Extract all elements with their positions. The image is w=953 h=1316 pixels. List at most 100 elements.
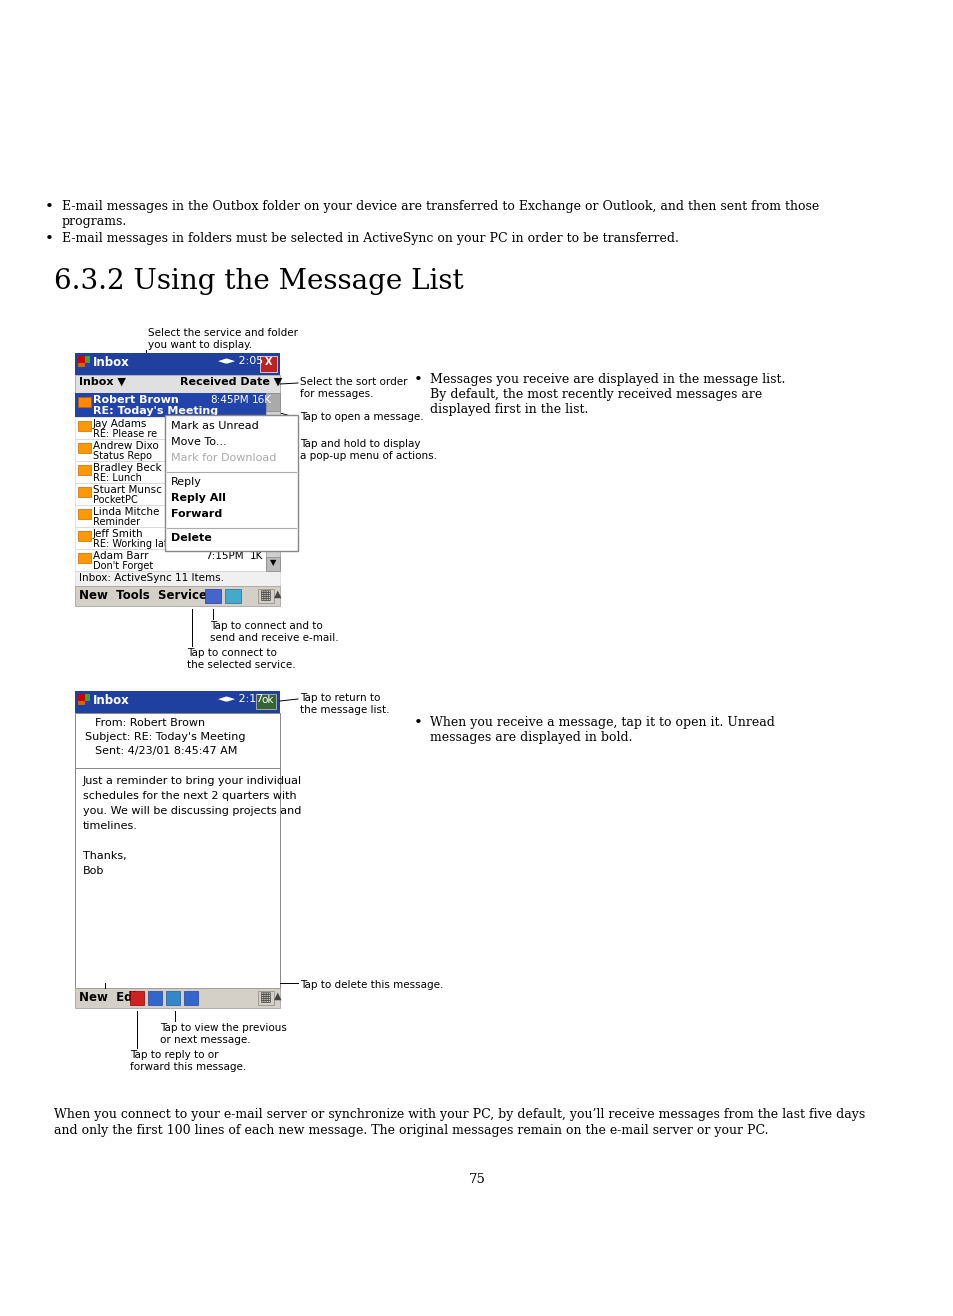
Text: Adam Barr: Adam Barr xyxy=(92,551,149,561)
Bar xyxy=(130,991,144,1005)
Bar xyxy=(78,443,91,453)
Text: you want to display.: you want to display. xyxy=(148,340,252,350)
Bar xyxy=(78,487,91,497)
Bar xyxy=(78,465,91,475)
Text: Tap and hold to display: Tap and hold to display xyxy=(299,440,420,449)
Text: From: Robert Brown: From: Robert Brown xyxy=(95,719,205,728)
Text: programs.: programs. xyxy=(62,215,127,228)
Text: Bob: Bob xyxy=(83,866,104,876)
Text: and only the first 100 lines of each new message. The original messages remain o: and only the first 100 lines of each new… xyxy=(54,1124,768,1137)
Bar xyxy=(78,397,91,407)
Text: you. We will be discussing projects and: you. We will be discussing projects and xyxy=(83,805,301,816)
Text: Tap to connect and to: Tap to connect and to xyxy=(210,621,322,630)
Text: PocketPC: PocketPC xyxy=(92,495,137,505)
Bar xyxy=(266,393,280,571)
Text: displayed first in the list.: displayed first in the list. xyxy=(430,403,588,416)
Bar xyxy=(257,991,274,1005)
Bar xyxy=(75,586,280,605)
Text: •: • xyxy=(414,372,422,387)
Text: Andrew Dixo: Andrew Dixo xyxy=(92,441,158,451)
Text: When you connect to your e-mail server or synchronize with your PC, by default, : When you connect to your e-mail server o… xyxy=(54,1108,864,1121)
Bar xyxy=(75,461,266,483)
Bar xyxy=(75,571,280,586)
Text: Stuart Munsc: Stuart Munsc xyxy=(92,486,162,495)
Text: 4:45PM: 4:45PM xyxy=(205,529,243,540)
Text: 1K: 1K xyxy=(250,551,263,561)
Text: Inbox: ActiveSync 11 Items.: Inbox: ActiveSync 11 Items. xyxy=(79,572,224,583)
Bar xyxy=(75,769,280,988)
Bar xyxy=(266,393,280,411)
Bar xyxy=(75,505,266,526)
Text: Don't Forget: Don't Forget xyxy=(92,561,153,571)
Text: the selected service.: the selected service. xyxy=(187,661,295,670)
Text: E-mail messages in the Outbox folder on your device are transferred to Exchange : E-mail messages in the Outbox folder on … xyxy=(62,200,819,213)
Text: Subject: RE: Today's Meeting: Subject: RE: Today's Meeting xyxy=(85,732,245,742)
Text: ok: ok xyxy=(261,695,274,705)
Bar xyxy=(260,357,276,372)
Text: Move To...: Move To... xyxy=(171,437,227,447)
Text: Reply: Reply xyxy=(171,476,202,487)
Bar xyxy=(85,357,90,363)
Text: Jeff Smith: Jeff Smith xyxy=(92,529,144,540)
Text: Forward: Forward xyxy=(171,509,222,519)
Bar xyxy=(75,713,280,769)
Text: ▦: ▦ xyxy=(260,991,272,1004)
Text: New  Edit: New Edit xyxy=(79,991,142,1004)
Bar xyxy=(75,353,280,375)
Text: for messages.: for messages. xyxy=(299,390,374,399)
Bar xyxy=(78,421,91,432)
Bar xyxy=(78,357,85,363)
Text: 16K: 16K xyxy=(252,395,272,405)
Text: •: • xyxy=(45,200,53,215)
Text: RE: Lunch: RE: Lunch xyxy=(92,472,142,483)
Bar xyxy=(257,590,274,603)
Text: Select the service and folder: Select the service and folder xyxy=(148,328,297,338)
Bar xyxy=(78,694,85,701)
Text: ◄► 2:17: ◄► 2:17 xyxy=(218,694,263,704)
Bar xyxy=(165,415,297,551)
Text: forward this message.: forward this message. xyxy=(130,1062,246,1073)
Bar xyxy=(85,701,90,705)
Text: send and receive e-mail.: send and receive e-mail. xyxy=(210,633,338,644)
Text: Inbox ▼: Inbox ▼ xyxy=(79,376,126,387)
Text: Tap to connect to: Tap to connect to xyxy=(187,647,276,658)
Bar xyxy=(75,483,266,505)
Bar xyxy=(184,991,198,1005)
Text: Received Date ▼: Received Date ▼ xyxy=(180,376,282,387)
Text: •: • xyxy=(414,716,422,730)
Text: When you receive a message, tap it to open it. Unread: When you receive a message, tap it to op… xyxy=(430,716,774,729)
Text: Just a reminder to bring your individual: Just a reminder to bring your individual xyxy=(83,776,302,786)
Text: Linda Mitche: Linda Mitche xyxy=(92,507,159,517)
Bar xyxy=(75,988,280,1008)
Text: Sent: 4/23/01 8:45:47 AM: Sent: 4/23/01 8:45:47 AM xyxy=(95,746,237,755)
Bar xyxy=(75,417,266,440)
Text: ▲: ▲ xyxy=(274,590,281,599)
Bar xyxy=(78,553,91,563)
Bar xyxy=(78,530,91,541)
Text: Delete: Delete xyxy=(171,533,212,544)
Text: Tap to return to: Tap to return to xyxy=(299,694,380,703)
Text: messages are displayed in bold.: messages are displayed in bold. xyxy=(430,730,632,744)
Bar xyxy=(75,440,266,461)
Text: Jay Adams: Jay Adams xyxy=(92,418,147,429)
Bar xyxy=(75,526,266,549)
Text: Mark for Download: Mark for Download xyxy=(171,453,276,463)
Text: By default, the most recently received messages are: By default, the most recently received m… xyxy=(430,388,761,401)
Bar xyxy=(225,590,241,603)
Text: Bradley Beck: Bradley Beck xyxy=(92,463,161,472)
Text: Reply All: Reply All xyxy=(171,494,226,503)
Text: 6.3.2 Using the Message List: 6.3.2 Using the Message List xyxy=(54,268,463,295)
Bar xyxy=(255,694,275,709)
Bar xyxy=(75,393,266,417)
Text: Inbox: Inbox xyxy=(92,357,130,368)
Text: RE: Working late: RE: Working late xyxy=(92,540,173,549)
Bar xyxy=(78,509,91,519)
Text: Inbox: Inbox xyxy=(92,694,130,707)
Bar xyxy=(205,590,221,603)
Text: the message list.: the message list. xyxy=(299,705,389,715)
Text: ▦: ▦ xyxy=(260,590,272,601)
Text: 8:45PM: 8:45PM xyxy=(210,395,249,405)
Text: Robert Brown: Robert Brown xyxy=(92,395,178,405)
Text: Select the sort order: Select the sort order xyxy=(299,376,407,387)
Bar xyxy=(78,363,85,367)
